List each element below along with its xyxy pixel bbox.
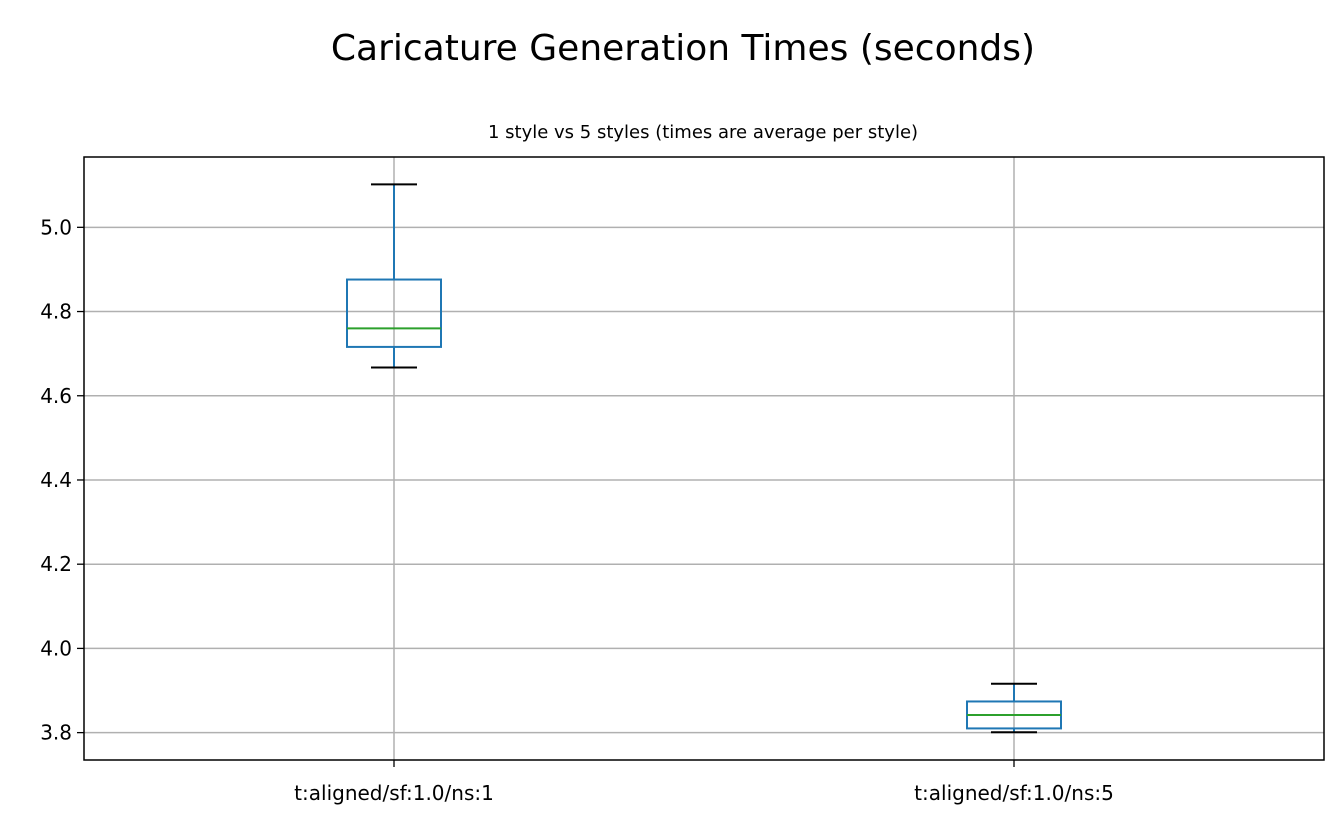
- box-2: [966, 682, 1062, 734]
- plot-frame: [83, 156, 1325, 761]
- y-tick-label: 4.8: [40, 300, 72, 324]
- x-tick-label: t:aligned/sf:1.0/ns:5: [914, 781, 1114, 805]
- chart-subtitle: 1 style vs 5 styles (times are average p…: [488, 122, 918, 143]
- y-tick-label: 4.0: [40, 636, 72, 660]
- axes: 3.8 4.0 4.2 4.4 4.6 4.8 5.0 t:aligned/sf:1.0/ns…: [40, 215, 1114, 805]
- box-1: [346, 183, 442, 369]
- x-tick-label: t:aligned/sf:1.0/ns:1: [294, 781, 494, 805]
- y-tick-label: 4.6: [40, 384, 72, 408]
- y-tick-label: 5.0: [40, 215, 72, 239]
- y-tick-label: 4.4: [40, 468, 72, 492]
- y-tick-label: 4.2: [40, 552, 72, 576]
- chart-title: Caricature Generation Times (seconds): [331, 28, 1035, 69]
- boxes: [346, 183, 1062, 734]
- y-tick-label: 3.8: [40, 721, 72, 745]
- iqr-box: [346, 278, 442, 348]
- gridlines: [84, 157, 1324, 760]
